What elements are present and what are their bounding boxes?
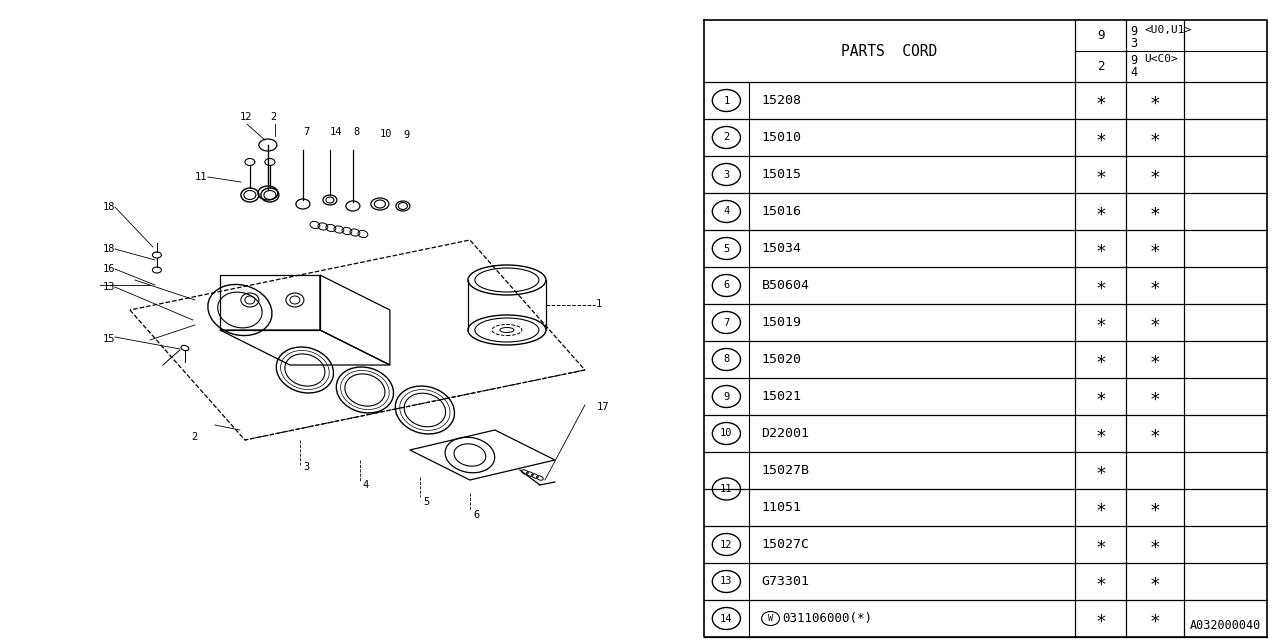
- Text: 4: 4: [723, 207, 730, 216]
- Text: 9: 9: [723, 392, 730, 401]
- Text: ∗: ∗: [1096, 387, 1106, 406]
- Text: 18: 18: [102, 202, 115, 212]
- Text: 1: 1: [596, 299, 602, 309]
- Text: 15: 15: [102, 334, 115, 344]
- Text: 10: 10: [721, 429, 732, 438]
- Text: 8: 8: [723, 355, 730, 365]
- Text: 10: 10: [380, 129, 393, 139]
- Text: ∗: ∗: [1149, 351, 1161, 369]
- Text: W: W: [768, 614, 773, 623]
- Text: 16: 16: [102, 264, 115, 274]
- Text: ∗: ∗: [1096, 424, 1106, 442]
- Text: <U0,U1>: <U0,U1>: [1144, 25, 1192, 35]
- Text: 15027C: 15027C: [762, 538, 810, 551]
- Text: ∗: ∗: [1149, 166, 1161, 184]
- Text: ∗: ∗: [1149, 202, 1161, 221]
- Text: 15020: 15020: [762, 353, 801, 366]
- Text: 3: 3: [303, 462, 310, 472]
- Text: ∗: ∗: [1096, 499, 1106, 516]
- Text: ∗: ∗: [1096, 129, 1106, 147]
- Text: 13: 13: [102, 282, 115, 292]
- Text: ∗: ∗: [1096, 202, 1106, 221]
- Text: 14: 14: [330, 127, 343, 137]
- Text: 12: 12: [721, 540, 732, 550]
- Text: ∗: ∗: [1149, 239, 1161, 257]
- Text: 3: 3: [1130, 37, 1138, 50]
- Text: 14: 14: [721, 614, 732, 623]
- Text: 9: 9: [1097, 29, 1105, 42]
- Text: 17: 17: [596, 402, 609, 412]
- Text: ∗: ∗: [1096, 573, 1106, 591]
- Text: 15034: 15034: [762, 242, 801, 255]
- Text: ∗: ∗: [1096, 166, 1106, 184]
- Text: 2: 2: [270, 112, 276, 122]
- Text: ∗: ∗: [1149, 387, 1161, 406]
- Text: ∗: ∗: [1096, 92, 1106, 109]
- Text: ∗: ∗: [1149, 129, 1161, 147]
- Text: ∗: ∗: [1149, 92, 1161, 109]
- Text: ∗: ∗: [1096, 239, 1106, 257]
- Text: 11: 11: [721, 484, 732, 494]
- Text: 7: 7: [303, 127, 310, 137]
- Text: 2: 2: [1097, 60, 1105, 73]
- Text: 15208: 15208: [762, 94, 801, 107]
- Text: ∗: ∗: [1096, 351, 1106, 369]
- Text: 11: 11: [195, 172, 207, 182]
- Text: 1: 1: [723, 95, 730, 106]
- Text: 9: 9: [1130, 54, 1138, 67]
- Text: 9: 9: [1130, 25, 1138, 38]
- Text: 15016: 15016: [762, 205, 801, 218]
- Text: 18: 18: [102, 244, 115, 254]
- Text: ∗: ∗: [1096, 276, 1106, 294]
- Text: A032000040: A032000040: [1189, 619, 1261, 632]
- Text: 15010: 15010: [762, 131, 801, 144]
- Text: ∗: ∗: [1096, 314, 1106, 332]
- Text: ∗: ∗: [1149, 424, 1161, 442]
- Text: ∗: ∗: [1096, 536, 1106, 554]
- Text: 15027B: 15027B: [762, 464, 810, 477]
- Text: 031106000(*): 031106000(*): [782, 612, 872, 625]
- Text: ∗: ∗: [1149, 314, 1161, 332]
- Text: B50604: B50604: [762, 279, 810, 292]
- Text: 6: 6: [723, 280, 730, 291]
- Text: 15015: 15015: [762, 168, 801, 181]
- Text: ∗: ∗: [1149, 499, 1161, 516]
- Text: 7: 7: [723, 317, 730, 328]
- Text: U<C0>: U<C0>: [1144, 54, 1178, 64]
- Text: 12: 12: [239, 112, 252, 122]
- Text: ∗: ∗: [1096, 461, 1106, 479]
- Text: 2: 2: [191, 432, 197, 442]
- Text: 4: 4: [364, 480, 369, 490]
- Text: 15019: 15019: [762, 316, 801, 329]
- Text: 5: 5: [422, 497, 429, 507]
- Text: 3: 3: [723, 170, 730, 179]
- Text: 8: 8: [353, 127, 360, 137]
- Text: 6: 6: [472, 510, 479, 520]
- Text: 11051: 11051: [762, 501, 801, 514]
- Text: D22001: D22001: [762, 427, 810, 440]
- Text: ∗: ∗: [1149, 276, 1161, 294]
- Text: ∗: ∗: [1149, 573, 1161, 591]
- Text: 5: 5: [723, 243, 730, 253]
- Text: 9: 9: [403, 130, 410, 140]
- Text: ∗: ∗: [1096, 609, 1106, 627]
- Text: 15021: 15021: [762, 390, 801, 403]
- Text: 4: 4: [1130, 66, 1138, 79]
- Text: ∗: ∗: [1149, 609, 1161, 627]
- Text: PARTS  CORD: PARTS CORD: [841, 44, 938, 58]
- Text: G73301: G73301: [762, 575, 810, 588]
- Text: ∗: ∗: [1149, 536, 1161, 554]
- Text: 13: 13: [721, 577, 732, 586]
- Text: 2: 2: [723, 132, 730, 143]
